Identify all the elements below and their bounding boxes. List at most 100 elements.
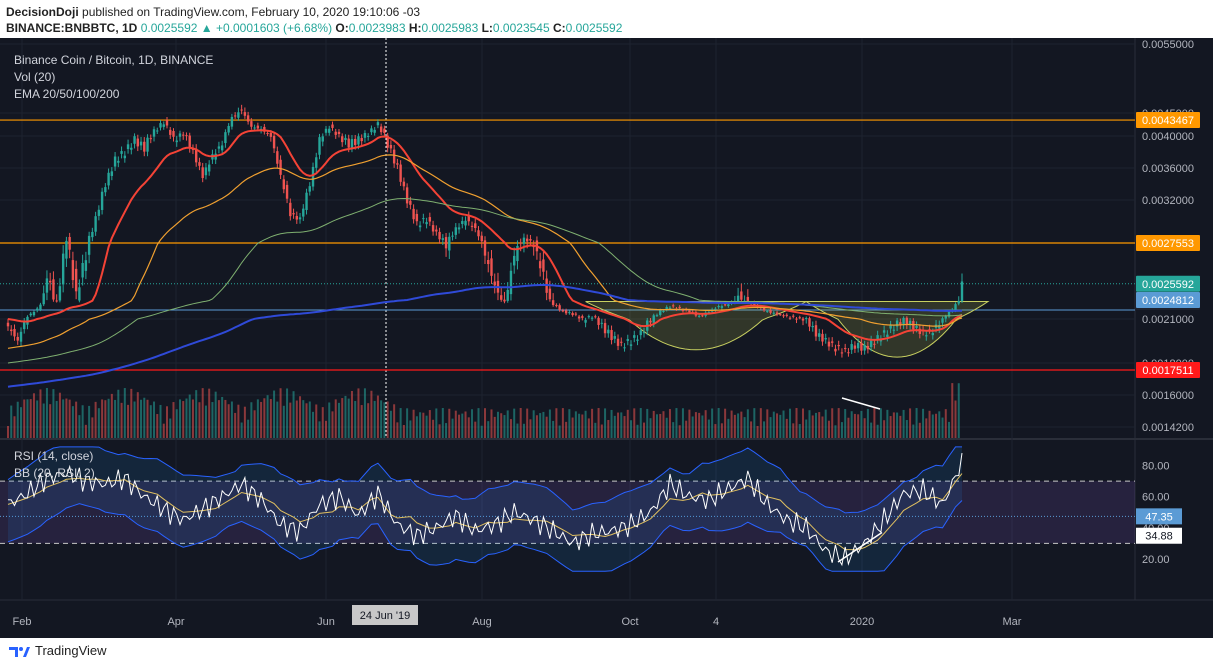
candle-body[interactable]: [856, 343, 860, 349]
candle-body[interactable]: [159, 123, 162, 128]
candle-body[interactable]: [415, 213, 419, 222]
candle-body[interactable]: [39, 304, 42, 310]
candle-body[interactable]: [10, 329, 13, 332]
candle-body[interactable]: [561, 310, 565, 312]
candle-body[interactable]: [785, 314, 788, 316]
candle-body[interactable]: [302, 208, 305, 217]
candle-body[interactable]: [55, 300, 58, 302]
candle-body[interactable]: [649, 320, 652, 323]
candle-body[interactable]: [289, 202, 292, 217]
candle-body[interactable]: [233, 115, 237, 117]
candle-body[interactable]: [957, 300, 960, 304]
candle-body[interactable]: [503, 299, 506, 302]
candle-body[interactable]: [938, 325, 941, 329]
candle-body[interactable]: [13, 328, 16, 337]
candle-body[interactable]: [834, 348, 837, 352]
candle-body[interactable]: [120, 151, 123, 154]
candle-body[interactable]: [435, 229, 438, 232]
candle-body[interactable]: [603, 323, 607, 334]
candle-body[interactable]: [464, 220, 467, 226]
candle-body[interactable]: [519, 242, 522, 244]
candle-body[interactable]: [860, 343, 863, 351]
candle-body[interactable]: [717, 306, 720, 308]
candle-body[interactable]: [341, 136, 344, 143]
candle-body[interactable]: [672, 305, 675, 307]
candle-body[interactable]: [798, 317, 801, 319]
candle-body[interactable]: [467, 215, 470, 222]
candle-body[interactable]: [324, 128, 328, 133]
candle-body[interactable]: [243, 112, 247, 116]
candle-body[interactable]: [847, 352, 850, 354]
candle-body[interactable]: [334, 131, 337, 135]
candle-body[interactable]: [633, 335, 636, 338]
candle-body[interactable]: [740, 291, 743, 300]
candle-body[interactable]: [36, 308, 39, 311]
ema-200-line[interactable]: [7, 283, 963, 388]
candle-body[interactable]: [139, 141, 143, 146]
candle-body[interactable]: [493, 281, 496, 286]
candle-body[interactable]: [143, 141, 146, 152]
candle-body[interactable]: [506, 289, 509, 301]
bollinger-upper[interactable]: [7, 446, 962, 514]
candle-body[interactable]: [620, 341, 623, 343]
candle-body[interactable]: [448, 236, 451, 251]
candle-body[interactable]: [347, 138, 350, 148]
candle-body[interactable]: [795, 318, 798, 320]
candle-body[interactable]: [399, 164, 402, 182]
candle-body[interactable]: [276, 151, 279, 164]
candle-body[interactable]: [701, 315, 704, 317]
candle-body[interactable]: [175, 140, 178, 143]
candle-body[interactable]: [32, 311, 36, 316]
candle-body[interactable]: [201, 167, 204, 179]
candle-body[interactable]: [392, 149, 396, 164]
candle-body[interactable]: [960, 281, 964, 302]
candle-body[interactable]: [220, 145, 224, 151]
price-trendline[interactable]: [841, 397, 881, 410]
candle-body[interactable]: [227, 125, 230, 133]
candle-body[interactable]: [256, 125, 260, 129]
candle-body[interactable]: [513, 255, 516, 266]
candle-body[interactable]: [902, 317, 905, 325]
candle-body[interactable]: [172, 130, 175, 137]
candle-body[interactable]: [149, 138, 152, 140]
candle-body[interactable]: [156, 130, 159, 132]
candle-body[interactable]: [441, 238, 445, 240]
candle-body[interactable]: [285, 184, 289, 199]
candle-body[interactable]: [954, 304, 957, 311]
candle-body[interactable]: [331, 124, 334, 128]
rsi-line[interactable]: [7, 453, 963, 567]
candle-body[interactable]: [42, 293, 45, 305]
candle-body[interactable]: [130, 147, 133, 150]
candle-body[interactable]: [843, 348, 847, 350]
candle-body[interactable]: [87, 235, 91, 255]
candle-body[interactable]: [454, 227, 457, 235]
candle-body[interactable]: [853, 345, 857, 349]
candle-body[interactable]: [487, 259, 490, 265]
candle-body[interactable]: [74, 268, 78, 292]
candle-body[interactable]: [915, 325, 918, 328]
tradingview-logo[interactable]: TradingView: [8, 643, 107, 658]
candle-body[interactable]: [581, 316, 584, 318]
candle-body[interactable]: [263, 126, 266, 132]
candle-body[interactable]: [662, 311, 665, 313]
candle-body[interactable]: [688, 310, 691, 313]
candle-body[interactable]: [681, 310, 685, 312]
candle-body[interactable]: [782, 315, 785, 317]
candle-body[interactable]: [801, 318, 805, 321]
candle-body[interactable]: [931, 333, 934, 336]
candle-body[interactable]: [48, 280, 52, 283]
candle-body[interactable]: [607, 329, 610, 334]
candle-body[interactable]: [185, 135, 188, 137]
candle-body[interactable]: [788, 317, 792, 319]
chart-area[interactable]: 0.00550000.00450000.00400000.00360000.00…: [0, 38, 1213, 638]
candle-body[interactable]: [152, 129, 156, 137]
candle-body[interactable]: [736, 295, 740, 302]
candle-body[interactable]: [639, 330, 642, 336]
candle-body[interactable]: [354, 138, 357, 145]
candle-body[interactable]: [805, 318, 808, 320]
candle-body[interactable]: [253, 127, 256, 129]
candle-body[interactable]: [551, 300, 555, 305]
candle-body[interactable]: [165, 119, 169, 126]
candle-body[interactable]: [876, 335, 879, 340]
candle-body[interactable]: [863, 344, 866, 351]
